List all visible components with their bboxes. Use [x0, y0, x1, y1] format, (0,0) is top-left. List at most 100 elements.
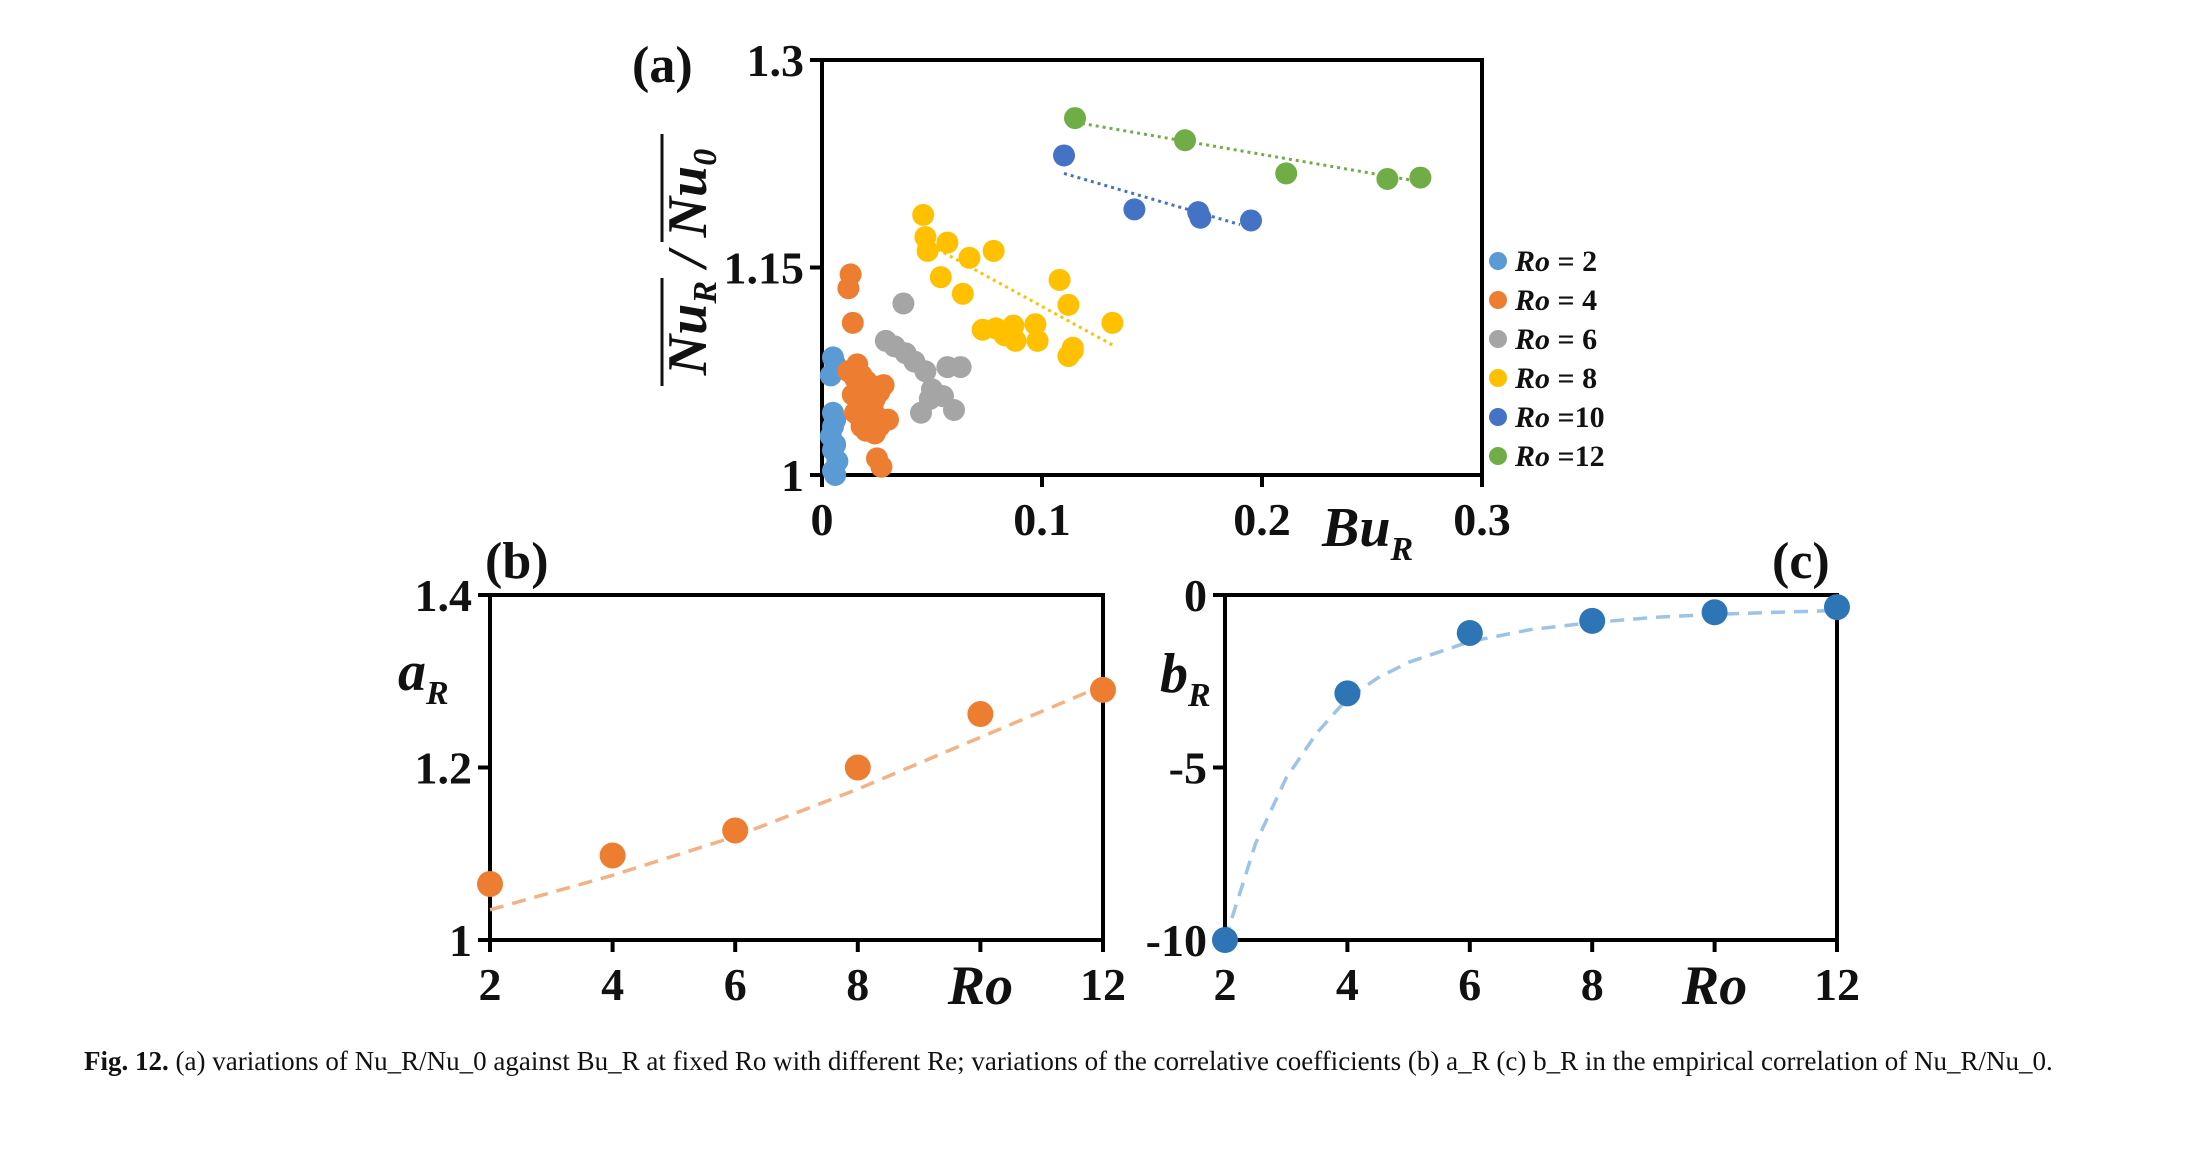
data-point: [1212, 927, 1238, 953]
y-tick-label: 0: [1184, 570, 1207, 621]
panel-a-ylabel-num: Nu: [657, 304, 719, 377]
x-tick-label: 0.3: [1453, 494, 1511, 545]
panel-a-ticks: 0 0.1 0.2 0.3 1 1.15 1.3: [724, 35, 1511, 545]
data-point: [936, 231, 959, 254]
data-point: [1053, 144, 1075, 167]
data-point: [1024, 313, 1047, 336]
data-point: [872, 374, 895, 397]
data-point: [1064, 107, 1086, 130]
data-point: [824, 464, 847, 486]
panel-b-ticks: 2 4 6 8 Ro 12 1 1.2 1.4: [415, 570, 1127, 1017]
panel-c-label: (c): [1772, 533, 1830, 590]
data-point: [1090, 676, 1116, 703]
panel-c-ticks: 2 4 6 8 Ro 12 -10 -5 0: [1146, 570, 1860, 1017]
data-point: [892, 292, 915, 315]
fit-curve: [489, 683, 1104, 912]
data-point: [912, 203, 935, 226]
legend-entry: Ro = 4: [1514, 284, 1597, 317]
panel-a-x-axis-label: BuR: [1321, 497, 1413, 568]
y-tick-label: 1.2: [415, 743, 473, 794]
data-point: [949, 356, 972, 379]
legend-entry: Ro =10: [1514, 401, 1605, 434]
legend-marker: [1489, 369, 1507, 387]
data-point: [1123, 198, 1146, 221]
data-point: [844, 754, 871, 781]
data-point: [1101, 311, 1124, 334]
data-point: [914, 360, 937, 383]
data-point: [982, 239, 1005, 262]
data-point: [929, 266, 952, 289]
caption-label: Fig. 12.: [84, 1046, 169, 1076]
data-point: [1189, 206, 1212, 229]
trend-line: [1074, 120, 1421, 184]
data-point: [1824, 594, 1850, 621]
x-tick-label: 0: [811, 494, 834, 545]
x-tick-label: 12: [1080, 959, 1126, 1010]
x-tick-label: 8: [846, 959, 869, 1010]
y-tick-label: -10: [1146, 915, 1207, 966]
x-tick-label: Ro: [1681, 955, 1747, 1017]
legend-entry: Ro = 8: [1514, 362, 1597, 395]
data-point: [1334, 680, 1361, 707]
x-tick-label: 2: [1214, 959, 1237, 1010]
data-point: [1701, 599, 1728, 626]
panel-b-plot-frame: [488, 593, 1105, 942]
data-point: [958, 246, 981, 269]
legend-entry: Ro =12: [1514, 440, 1605, 473]
legend-marker: [1489, 291, 1507, 309]
x-tick-label: 6: [724, 959, 747, 1010]
panel-b-points: [477, 676, 1116, 897]
data-point: [870, 455, 893, 478]
data-point: [819, 364, 842, 387]
data-point: [1048, 268, 1071, 291]
legend-entry: Ro = 6: [1514, 323, 1597, 356]
panel-c-scatter: (c) 2 4 6 8 Ro 12 -10 -5 0 bR: [1146, 533, 1860, 1017]
panel-c-points: [1212, 594, 1850, 953]
legend-marker: [1489, 408, 1507, 426]
panel-b-label: (b): [485, 533, 549, 590]
panel-a-y-axis-label: NuR / Nu0: [657, 134, 724, 386]
y-tick-label: -5: [1169, 743, 1207, 794]
panel-b-scatter: (b) 2 4 6 8 Ro 12 1 1.2 1.4 aR: [398, 533, 1126, 1017]
data-point: [1456, 619, 1483, 646]
caption-text: (a) variations of Nu_R/Nu_0 against Bu_R…: [175, 1046, 2053, 1076]
x-tick-label: 8: [1581, 959, 1604, 1010]
legend-marker: [1489, 447, 1507, 465]
panel-c-fit-curve: [1223, 608, 1838, 941]
data-point: [477, 870, 503, 897]
figure-caption: Fig. 12. (a) variations of Nu_R/Nu_0 aga…: [84, 1040, 2184, 1082]
trend-line: [1063, 171, 1241, 227]
panel-c-y-axis-label: bR: [1160, 643, 1211, 714]
data-point: [1409, 166, 1432, 189]
data-point: [1174, 129, 1196, 152]
legend-marker: [1489, 252, 1507, 270]
x-tick-label: 6: [1458, 959, 1481, 1010]
data-point: [1004, 329, 1027, 352]
panel-c-plot-frame: [1223, 593, 1839, 942]
data-point: [951, 282, 974, 305]
legend-entry: Ro = 2: [1514, 245, 1597, 278]
data-point: [1057, 293, 1080, 316]
svg-text:NuR / Nu0: NuR / Nu0: [657, 149, 724, 376]
data-point: [943, 398, 965, 421]
y-tick-label: 1.4: [415, 570, 473, 621]
data-point: [967, 701, 994, 728]
panel-a-label: (a): [632, 37, 693, 94]
data-point: [1275, 162, 1298, 185]
data-point: [1376, 167, 1399, 190]
data-point: [1026, 329, 1049, 352]
data-point: [599, 842, 626, 869]
x-tick-label: 4: [1336, 959, 1359, 1010]
trend-line: [924, 241, 1114, 347]
panel-b-fit-curve: [489, 683, 1104, 912]
legend-marker: [1489, 330, 1507, 348]
y-tick-label: 1.15: [724, 243, 805, 294]
x-tick-label: 4: [601, 959, 624, 1010]
panel-b-y-axis-label: aR: [398, 641, 449, 712]
x-tick-label: 0.1: [1013, 494, 1071, 545]
data-point: [910, 401, 932, 424]
x-tick-label: 2: [479, 959, 502, 1010]
data-point: [877, 408, 899, 431]
x-tick-label: Ro: [947, 955, 1013, 1017]
